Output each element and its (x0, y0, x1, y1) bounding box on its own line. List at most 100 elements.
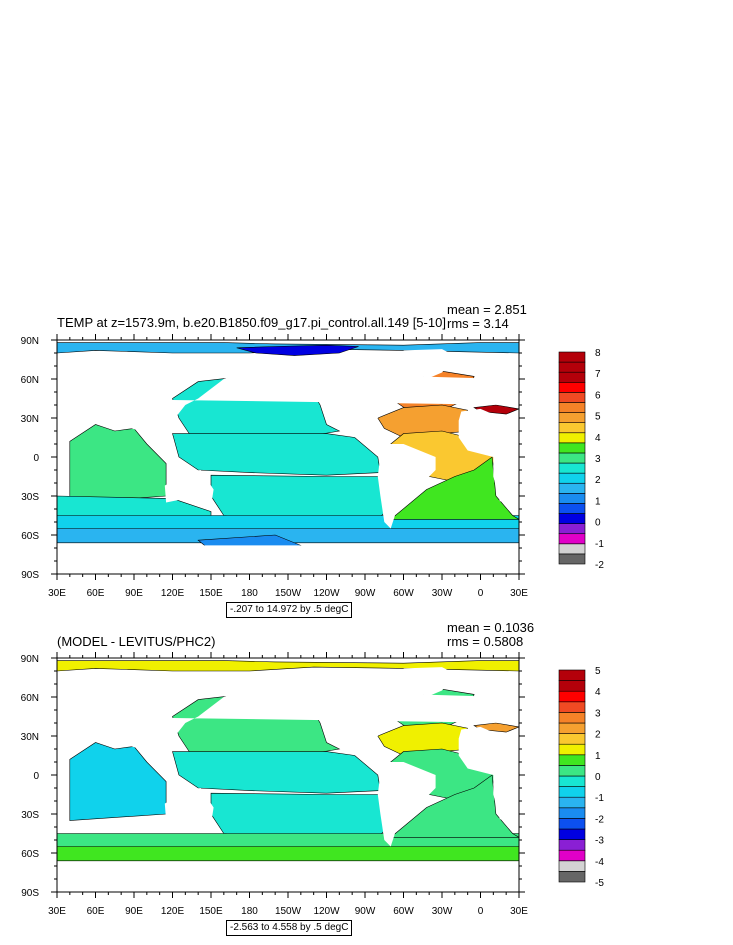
colorbar-swatch (558, 775, 586, 787)
land-antarctica (57, 863, 519, 892)
colorbar-label: -1 (595, 539, 604, 550)
colorbar-label: 3 (595, 454, 601, 465)
map-field (57, 340, 519, 574)
lon-tick-label: 120E (161, 906, 185, 917)
colorbar-swatch (558, 371, 586, 383)
lat-tick-label: 60N (21, 375, 39, 386)
region-tropical-pacific (172, 433, 381, 476)
colorbar-swatch (558, 743, 586, 756)
colorbar-swatch (558, 712, 586, 724)
lon-tick-label: 180 (241, 588, 258, 599)
region-arctic-cold-pool (236, 344, 359, 356)
colorbar-swatch (558, 361, 586, 373)
colorbar-swatch (558, 503, 586, 514)
lon-tick-label: 180 (241, 906, 258, 917)
colorbar-label: 3 (595, 708, 601, 719)
lon-tick-label: 150E (199, 588, 223, 599)
lon-tick-label: 0 (478, 906, 484, 917)
region-southern-ocean-band2 (57, 528, 519, 544)
colorbar-label: 4 (595, 687, 601, 698)
colorbar-swatch (558, 669, 586, 681)
colorbar-swatch (558, 871, 586, 883)
colorbar-swatch (558, 482, 586, 494)
rms-stat: rms = 0.5808 (447, 634, 524, 649)
colorbar-swatch (558, 442, 586, 454)
rms-stat: rms = 3.14 (447, 316, 509, 331)
land-australia (164, 470, 214, 507)
region-south-pacific (210, 474, 389, 520)
lon-tick-label: 30E (510, 588, 528, 599)
colorbar-label: 2 (595, 475, 601, 486)
colorbar-label: 2 (595, 730, 601, 741)
colorbar-label: -3 (595, 836, 604, 847)
colorbar-label: 0 (595, 772, 601, 783)
diff-map: 30E 60E 90E 120E 150E 180 150W 120W 90W 60W 30W 0 30… (21, 652, 604, 917)
colorbar-swatch (558, 733, 586, 745)
colorbar-label: 1 (595, 496, 601, 507)
colorbar-label: -4 (595, 857, 604, 868)
land-eurasia (57, 677, 519, 762)
colorbar-swatch (558, 523, 586, 535)
colorbar-swatch (558, 701, 586, 713)
land-greenland (403, 667, 455, 697)
mean-stat: mean = 0.1036 (447, 620, 535, 635)
lon-tick-label: 30W (432, 588, 453, 599)
lat-tick-label: 60S (21, 849, 39, 860)
region-southern-ocean-band1 (57, 515, 519, 533)
colorbar-swatch (558, 828, 586, 840)
lon-tick-label: 0 (478, 588, 484, 599)
colorbar-swatch (558, 422, 586, 434)
lon-tick-label: 60E (87, 588, 105, 599)
colorbar-label: 5 (595, 412, 601, 423)
lat-tick-label: 30S (21, 810, 39, 821)
region-south-atlantic (389, 774, 519, 838)
colorbar-label: 0 (595, 518, 601, 529)
lon-tick-label: 150W (275, 906, 302, 917)
lon-tick-label: 30E (48, 588, 66, 599)
colorbar-label: 7 (595, 369, 601, 380)
colorbar: 8 7 6 5 4 3 2 1 0 -1 -2 (558, 348, 604, 571)
lat-tick-label: 0 (33, 771, 39, 782)
colorbar-swatch (558, 722, 586, 734)
colorbar-swatch (558, 839, 586, 851)
colorbar-swatch (558, 765, 586, 777)
colorbar-label: 4 (595, 433, 601, 444)
lat-tick-label: 90S (21, 888, 39, 899)
diff-panel: (MODEL - LEVITUS/PHC2) mean = 0.1036 rms… (0, 618, 733, 938)
colorbar-label: 5 (595, 666, 601, 677)
lon-tick-label: 90E (125, 588, 143, 599)
colorbar-swatch (558, 786, 586, 798)
colorbar-swatch (558, 818, 586, 830)
colorbar-label: 1 (595, 751, 601, 762)
colorbar-swatch (558, 543, 586, 555)
colorbar-swatch (558, 849, 586, 862)
lon-tick-label: 30W (432, 906, 453, 917)
lon-tick-label: 150W (275, 588, 302, 599)
lat-tick-label: 30S (21, 492, 39, 503)
region-arctic (57, 660, 519, 672)
mean-stat: mean = 2.851 (447, 302, 527, 317)
region-tropical-pacific (172, 751, 381, 794)
colorbar-label: -2 (595, 560, 604, 571)
lon-tick-label: 60W (393, 906, 414, 917)
land-africa (458, 408, 519, 503)
lat-tick-label: 0 (33, 453, 39, 464)
colorbar-swatch (558, 513, 586, 524)
lon-tick-label: 60W (393, 588, 414, 599)
lon-tick-label: 90W (355, 906, 376, 917)
colorbar-swatch (558, 462, 586, 474)
region-south-atlantic (389, 456, 519, 520)
land-africa (458, 726, 519, 821)
colorbar-swatch (558, 690, 586, 703)
lon-tick-label: 30E (48, 906, 66, 917)
land-south-america (377, 762, 436, 847)
land-greenland (403, 349, 455, 379)
colorbar-swatch (558, 860, 586, 872)
lon-tick-label: 90W (355, 588, 376, 599)
lat-tick-label: 60N (21, 693, 39, 704)
contour-info-box: -2.563 to 4.558 by .5 degC (226, 920, 353, 936)
map-field (57, 658, 519, 892)
lon-tick-label: 120W (313, 906, 340, 917)
contour-info-box: -.207 to 14.972 by .5 degC (226, 602, 353, 618)
lat-tick-label: 90N (21, 336, 39, 347)
